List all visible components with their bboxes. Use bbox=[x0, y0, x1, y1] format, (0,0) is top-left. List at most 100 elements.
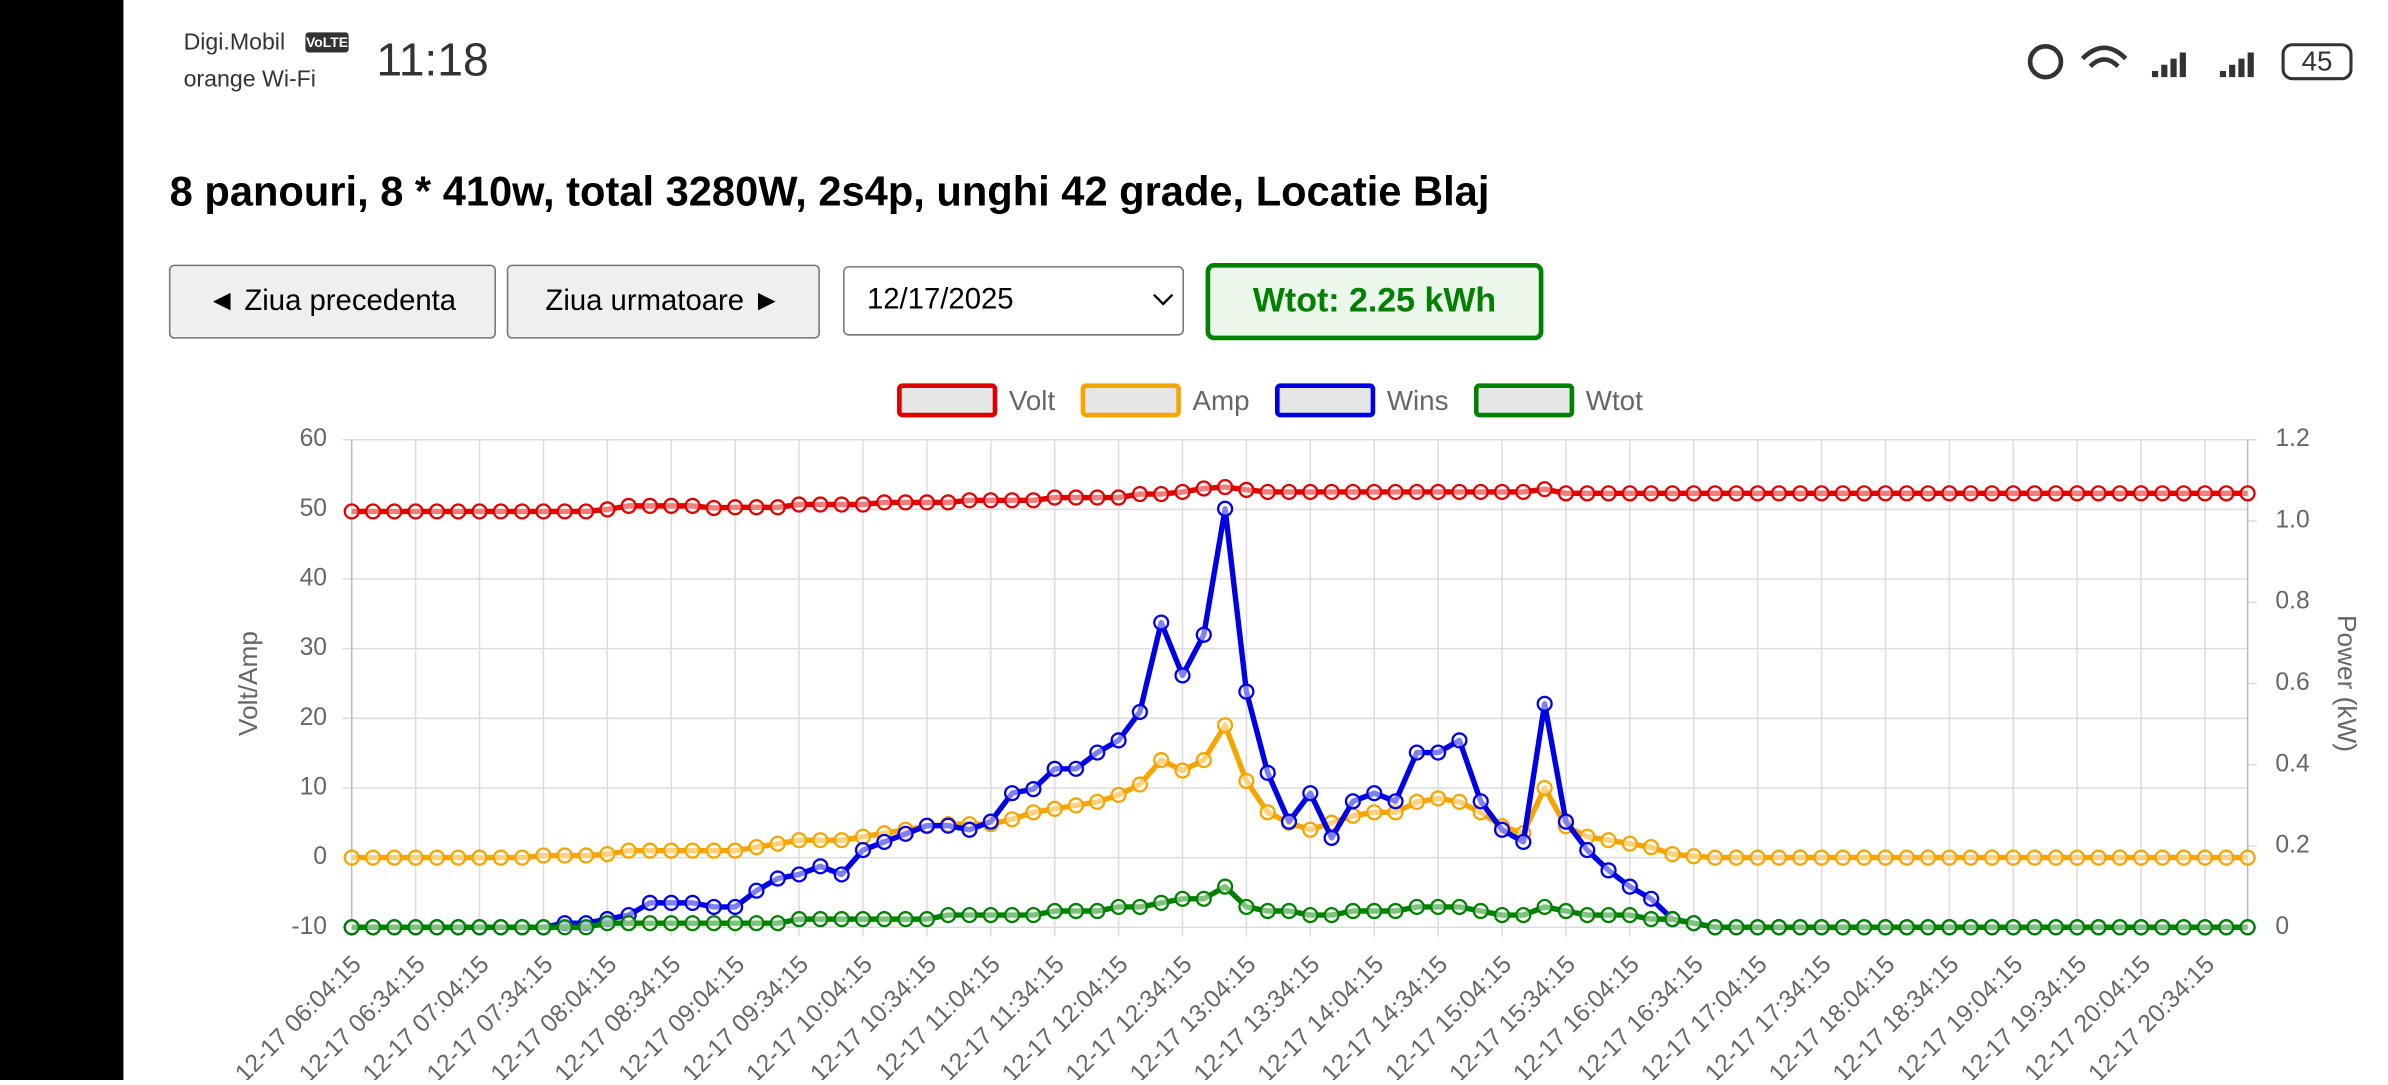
data-point bbox=[1579, 841, 1596, 859]
data-point bbox=[1131, 703, 1149, 721]
data-point bbox=[1025, 906, 1042, 924]
data-point bbox=[1174, 483, 1191, 501]
data-point bbox=[641, 915, 659, 932]
data-point bbox=[450, 503, 467, 520]
data-point bbox=[854, 496, 872, 513]
data-point bbox=[1089, 902, 1106, 920]
data-point bbox=[1003, 906, 1021, 924]
data-point bbox=[1792, 849, 1809, 866]
data-point bbox=[918, 911, 935, 928]
data-point bbox=[897, 911, 914, 928]
date-value[interactable]: 12/17/2025 bbox=[867, 283, 1014, 316]
data-point bbox=[2154, 485, 2171, 502]
data-point bbox=[492, 849, 509, 866]
legend-swatch bbox=[897, 383, 998, 418]
data-point bbox=[833, 866, 850, 883]
data-point bbox=[514, 849, 531, 866]
data-point bbox=[1387, 483, 1404, 501]
data-point bbox=[1217, 478, 1234, 496]
data-point bbox=[1451, 483, 1468, 501]
data-point bbox=[1323, 829, 1340, 846]
data-point bbox=[982, 813, 999, 830]
wifi-icon bbox=[2080, 45, 2128, 69]
data-point bbox=[1983, 849, 2001, 866]
data-point bbox=[471, 503, 488, 520]
data-point bbox=[2069, 919, 2086, 936]
data-point bbox=[1174, 890, 1191, 907]
y2-tick-label: 0 bbox=[2275, 913, 2289, 940]
next-label[interactable]: Ziua urmatoare ► bbox=[545, 284, 781, 317]
data-point bbox=[1472, 483, 1489, 501]
data-point bbox=[1813, 849, 1830, 866]
data-point bbox=[1557, 813, 1575, 830]
data-point bbox=[1621, 906, 1638, 924]
data-point bbox=[343, 503, 360, 520]
data-point bbox=[790, 496, 808, 513]
data-point bbox=[727, 842, 744, 859]
data-point bbox=[1174, 762, 1191, 779]
data-point bbox=[1025, 804, 1042, 821]
data-point bbox=[1280, 813, 1298, 830]
data-point bbox=[1110, 898, 1127, 916]
data-point bbox=[1067, 797, 1085, 814]
data-point bbox=[982, 492, 999, 509]
data-point bbox=[471, 919, 488, 936]
battery-level: 45 bbox=[2302, 46, 2333, 77]
data-point bbox=[940, 494, 957, 511]
legend-label: Amp bbox=[1192, 385, 1249, 416]
left-bar bbox=[0, 0, 124, 1080]
data-point bbox=[556, 503, 573, 520]
legend-swatch bbox=[1274, 383, 1376, 418]
data-point bbox=[854, 841, 872, 859]
dropdown-arrow[interactable] bbox=[1153, 293, 1174, 306]
data-point bbox=[1046, 489, 1063, 506]
data-point bbox=[663, 842, 680, 859]
data-point bbox=[1600, 906, 1617, 924]
next-button[interactable] bbox=[506, 264, 820, 339]
data-point bbox=[1898, 919, 1915, 936]
data-point bbox=[2005, 485, 2022, 502]
data-point bbox=[1728, 919, 1745, 936]
data-point bbox=[961, 821, 978, 838]
data-point bbox=[705, 842, 722, 859]
prev-label[interactable]: ◄ Ziua precedenta bbox=[207, 284, 457, 317]
data-point bbox=[1238, 772, 1255, 790]
data-point bbox=[684, 842, 701, 859]
data-point bbox=[1238, 683, 1255, 700]
volte: VoLTE bbox=[306, 34, 348, 50]
y-tick-label: 30 bbox=[300, 634, 327, 661]
data-point bbox=[535, 919, 552, 936]
data-point bbox=[2175, 485, 2192, 502]
data-point bbox=[982, 906, 999, 924]
data-point bbox=[2196, 849, 2214, 866]
data-point bbox=[492, 503, 509, 520]
data-point bbox=[2026, 485, 2043, 502]
data-point bbox=[1706, 485, 1724, 502]
data-point bbox=[1089, 793, 1106, 810]
data-point bbox=[2069, 485, 2086, 502]
data-point bbox=[2239, 485, 2256, 502]
legend-swatch bbox=[1473, 383, 1575, 418]
prev-button[interactable] bbox=[168, 264, 496, 339]
data-point bbox=[684, 894, 701, 911]
data-point bbox=[450, 849, 467, 866]
data-point bbox=[2111, 919, 2128, 936]
data-point bbox=[1408, 793, 1425, 810]
data-point bbox=[897, 825, 914, 842]
data-point bbox=[854, 828, 872, 845]
signal-icon bbox=[2151, 52, 2254, 78]
data-point bbox=[407, 919, 424, 936]
data-point bbox=[684, 915, 701, 932]
data-point bbox=[428, 503, 446, 520]
data-point bbox=[599, 915, 616, 932]
data-point bbox=[1089, 744, 1106, 761]
data-point bbox=[1749, 485, 1766, 502]
data-point bbox=[1728, 485, 1745, 502]
data-point bbox=[2069, 849, 2086, 866]
y-axis-title: Volt/Amp bbox=[233, 631, 263, 736]
date-select[interactable] bbox=[843, 266, 1184, 336]
data-point bbox=[1451, 898, 1468, 916]
data-point bbox=[663, 894, 680, 911]
data-point bbox=[833, 911, 850, 928]
